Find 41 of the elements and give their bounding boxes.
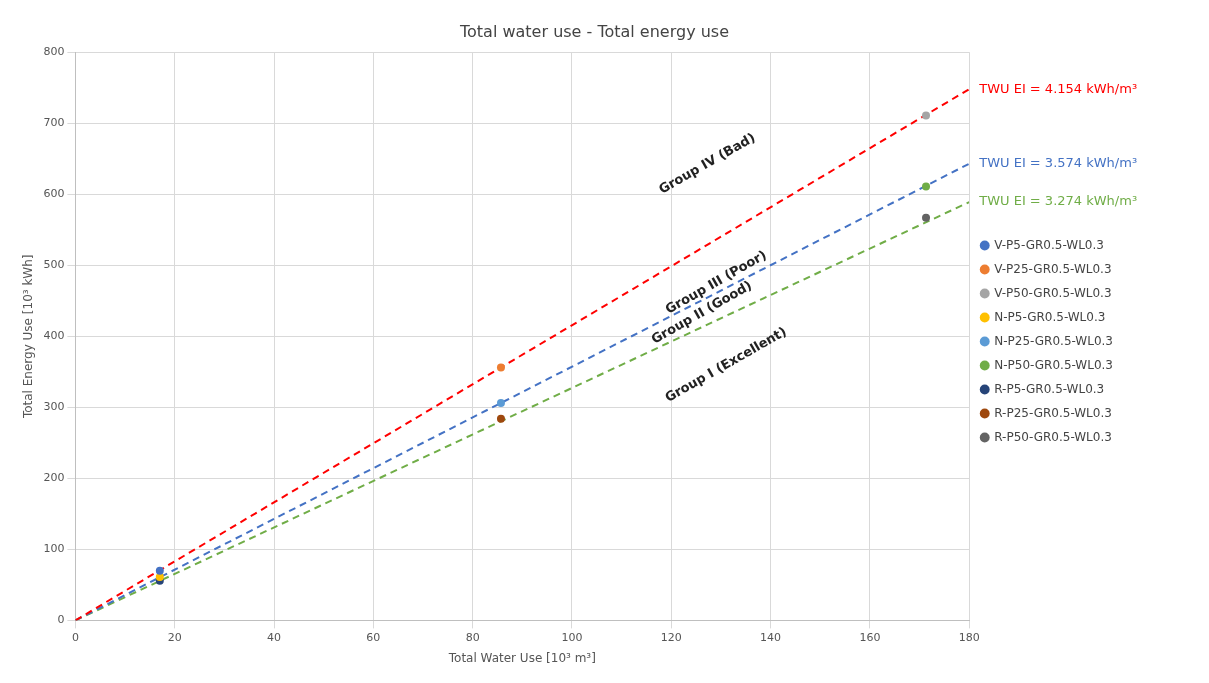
y-tick-label: 200 <box>43 471 65 485</box>
y-tick-label: 500 <box>43 258 65 272</box>
legend-label: V-P25-GR0.5-WL0.3 <box>994 261 1160 276</box>
series-label: TWU EI = 3.574 kWh/m³ <box>978 155 1138 171</box>
x-axis-title: Total Water Use [10³ m³] <box>447 650 596 665</box>
y-tick-label: 0 <box>57 613 65 627</box>
point <box>496 363 505 372</box>
x-tick-label: 0 <box>71 630 79 644</box>
point <box>922 111 931 120</box>
x-tick-label: 40 <box>267 630 282 644</box>
x-tick-label: 60 <box>366 630 381 644</box>
legend-label: R-P5-GR0.5-WL0.3 <box>994 381 1153 396</box>
x-tick-label: 120 <box>660 630 682 644</box>
series-label: TWU EI = 3.274 kWh/m³ <box>978 193 1138 209</box>
y-tick-label: 300 <box>43 400 65 414</box>
y-tick-label: 800 <box>43 45 65 59</box>
y-tick-label: 400 <box>43 329 65 343</box>
x-tick-label: 160 <box>859 630 881 644</box>
legend-label: N-P25-GR0.5-WL0.3 <box>994 333 1161 348</box>
y-tick-label: 100 <box>43 542 65 556</box>
point <box>922 213 931 222</box>
point <box>496 399 505 408</box>
legend-label: R-P50-GR0.5-WL0.3 <box>994 429 1160 444</box>
x-tick-label: 140 <box>760 630 782 644</box>
x-tick-label: 180 <box>958 630 980 644</box>
series-label: TWU EI = 4.154 kWh/m³ <box>978 80 1138 96</box>
y-tick-label: 600 <box>43 187 65 201</box>
legend-label: V-P50-GR0.5-WL0.3 <box>994 285 1160 300</box>
point <box>155 566 164 575</box>
legend-label: N-P5-GR0.5-WL0.3 <box>994 309 1154 324</box>
x-tick-label: 20 <box>167 630 182 644</box>
legend-label: N-P50-GR0.5-WL0.3 <box>994 357 1161 372</box>
y-tick-label: 700 <box>43 116 65 130</box>
chart-title: Total water use - Total energy use <box>459 21 729 41</box>
x-tick-label: 100 <box>561 630 583 644</box>
y-axis-title: Total Energy Use [10³ kWh] <box>21 254 36 420</box>
point <box>922 182 931 191</box>
point <box>496 414 505 423</box>
x-tick-label: 80 <box>465 630 480 644</box>
legend-label: V-P5-GR0.5-WL0.3 <box>994 237 1152 252</box>
legend-label: R-P25-GR0.5-WL0.3 <box>994 405 1160 420</box>
